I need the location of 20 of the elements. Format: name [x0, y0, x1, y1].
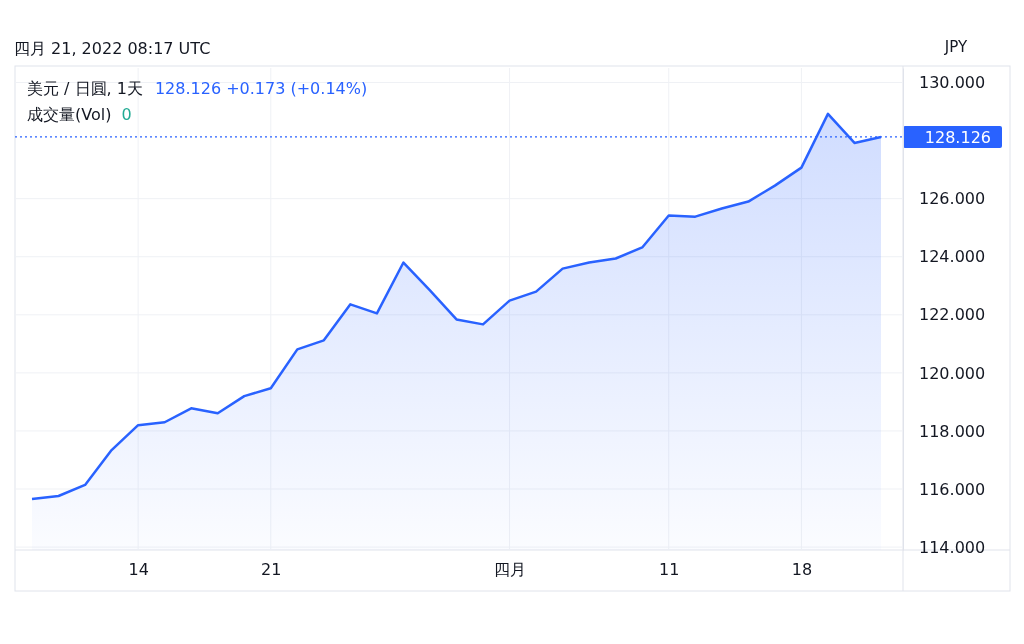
text: 四月 21, 2022 08:17 UTC — [14, 39, 211, 58]
y-tick-label: 114.000 — [919, 537, 986, 557]
y-tick-label: 122.000 — [919, 305, 986, 325]
text: 美元 / 日圓, 1天 — [27, 79, 143, 98]
x-tick-label: 14 — [128, 560, 149, 580]
annotation: 128.126 +0.173 (+0.14%) — [154, 79, 368, 98]
y-tick-label: 124.000 — [919, 247, 986, 267]
y-tick-label: 120.000 — [919, 363, 986, 383]
y-tick-label: 130.000 — [919, 73, 986, 93]
x-tick-label: 四月 — [494, 560, 527, 580]
x-tick-label: 11 — [659, 560, 680, 580]
x-tick-label: 18 — [791, 560, 813, 580]
annotation: 0 — [121, 105, 132, 124]
y-tick-label: 116.000 — [919, 479, 986, 499]
y-tick-label: 126.000 — [919, 189, 986, 209]
y-axis-title: JPY — [943, 38, 968, 56]
ref-line-label: 128.126 — [924, 127, 991, 147]
x-tick-label: 21 — [261, 560, 282, 580]
y-tick-label: 118.000 — [919, 421, 986, 441]
annotation: 成交量(Vol) — [27, 105, 112, 124]
